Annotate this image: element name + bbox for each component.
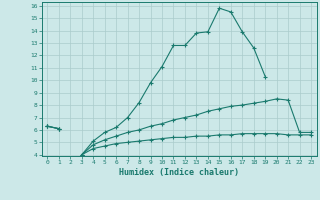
X-axis label: Humidex (Indice chaleur): Humidex (Indice chaleur) [119, 168, 239, 177]
